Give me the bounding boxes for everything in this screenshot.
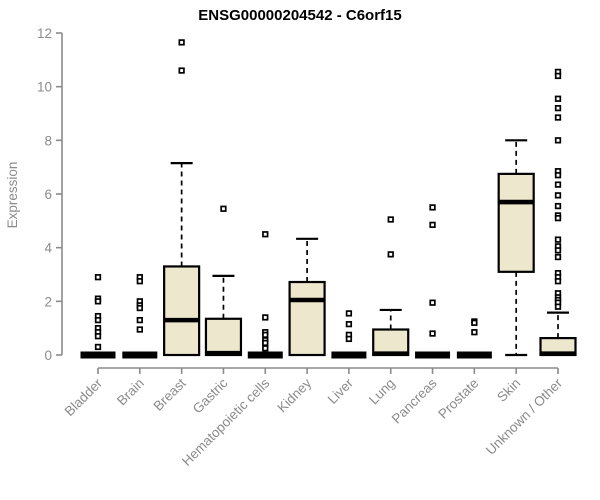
- x-tick-label: Breast: [151, 375, 189, 413]
- y-tick-label: 2: [44, 294, 52, 309]
- outlier-point: [345, 335, 353, 343]
- x-tick-label: Lung: [366, 376, 398, 408]
- collapsed-box: [122, 351, 158, 359]
- outlier-point: [554, 181, 562, 188]
- chart-title: ENSG00000204542 - C6orf15: [198, 7, 401, 24]
- box-group: [539, 68, 577, 357]
- iqr-box: [288, 280, 326, 357]
- outlier-point: [554, 278, 562, 285]
- box-group: [331, 310, 367, 359]
- outlier-point: [136, 326, 143, 333]
- outlier-point: [554, 192, 562, 199]
- outlier-point: [554, 114, 562, 121]
- outlier-point: [262, 314, 269, 321]
- outlier-point: [387, 251, 394, 258]
- box-group: [80, 274, 116, 359]
- x-tick-label: Pancreas: [389, 375, 440, 426]
- box-group: [456, 318, 492, 359]
- outlier-point: [178, 39, 185, 46]
- outlier-point: [554, 303, 562, 310]
- y-tick-label: 0: [44, 348, 52, 363]
- x-tick-label: Bladder: [62, 375, 106, 419]
- outlier-point: [262, 231, 269, 238]
- outlier-point: [429, 221, 436, 229]
- outlier-point: [429, 204, 436, 211]
- outlier-point: [94, 316, 102, 324]
- outlier-point: [345, 320, 353, 328]
- box-group: [372, 216, 410, 357]
- box-group: [163, 39, 201, 357]
- outlier-point: [471, 329, 478, 336]
- outlier-point: [429, 330, 436, 337]
- outlier-point: [94, 333, 102, 340]
- outlier-point: [136, 278, 143, 285]
- outlier-point: [554, 95, 562, 102]
- x-tick-label: Brain: [114, 376, 147, 409]
- outlier-point: [429, 299, 436, 306]
- box-group: [204, 205, 243, 357]
- y-axis-label: Expression: [5, 162, 20, 229]
- outlier-point: [554, 215, 562, 222]
- collapsed-box: [456, 351, 492, 359]
- x-tick-label: Skin: [494, 376, 523, 405]
- outlier-point: [554, 137, 562, 144]
- outlier-point: [220, 205, 227, 212]
- x-tick-label: Prostate: [435, 376, 481, 422]
- outlier-point: [136, 304, 143, 312]
- box-group: [415, 204, 451, 359]
- outlier-point: [554, 247, 562, 254]
- outlier-point: [387, 216, 394, 223]
- outlier-point: [554, 72, 562, 80]
- outlier-point: [262, 331, 269, 339]
- outlier-point: [94, 274, 102, 281]
- iqr-box: [372, 328, 410, 357]
- x-tick-label: Kidney: [274, 375, 314, 415]
- outlier-point: [554, 253, 562, 261]
- box-group: [247, 231, 283, 359]
- x-tick-label: Unknown / Other: [483, 375, 566, 458]
- y-tick-label: 12: [37, 26, 52, 41]
- y-tick-label: 6: [44, 187, 52, 202]
- y-tick-label: 10: [37, 80, 52, 95]
- x-tick-label: Gastric: [190, 375, 231, 416]
- outlier-point: [136, 316, 143, 324]
- outlier-point: [471, 319, 478, 326]
- box-group: [122, 274, 158, 359]
- x-tick-label: Liver: [325, 375, 357, 407]
- outlier-point: [554, 202, 562, 210]
- outlier-point: [178, 67, 185, 74]
- iqr-box: [163, 265, 201, 357]
- outlier-point: [94, 298, 102, 305]
- box-group: [497, 139, 535, 357]
- collapsed-box: [247, 351, 283, 359]
- collapsed-box: [415, 351, 451, 359]
- outlier-point: [262, 339, 269, 347]
- y-tick-label: 8: [44, 133, 52, 148]
- box-group: [288, 237, 326, 357]
- outlier-point: [554, 104, 562, 112]
- boxes: [80, 39, 577, 359]
- outlier-point: [262, 345, 269, 352]
- outlier-point: [345, 310, 353, 317]
- iqr-box: [204, 317, 243, 357]
- collapsed-box: [331, 351, 367, 359]
- outlier-point: [94, 343, 102, 351]
- outlier-point: [554, 236, 562, 243]
- outlier-point: [554, 172, 562, 179]
- y-tick-label: 4: [44, 241, 52, 256]
- collapsed-box: [80, 351, 116, 359]
- iqr-box: [497, 172, 535, 273]
